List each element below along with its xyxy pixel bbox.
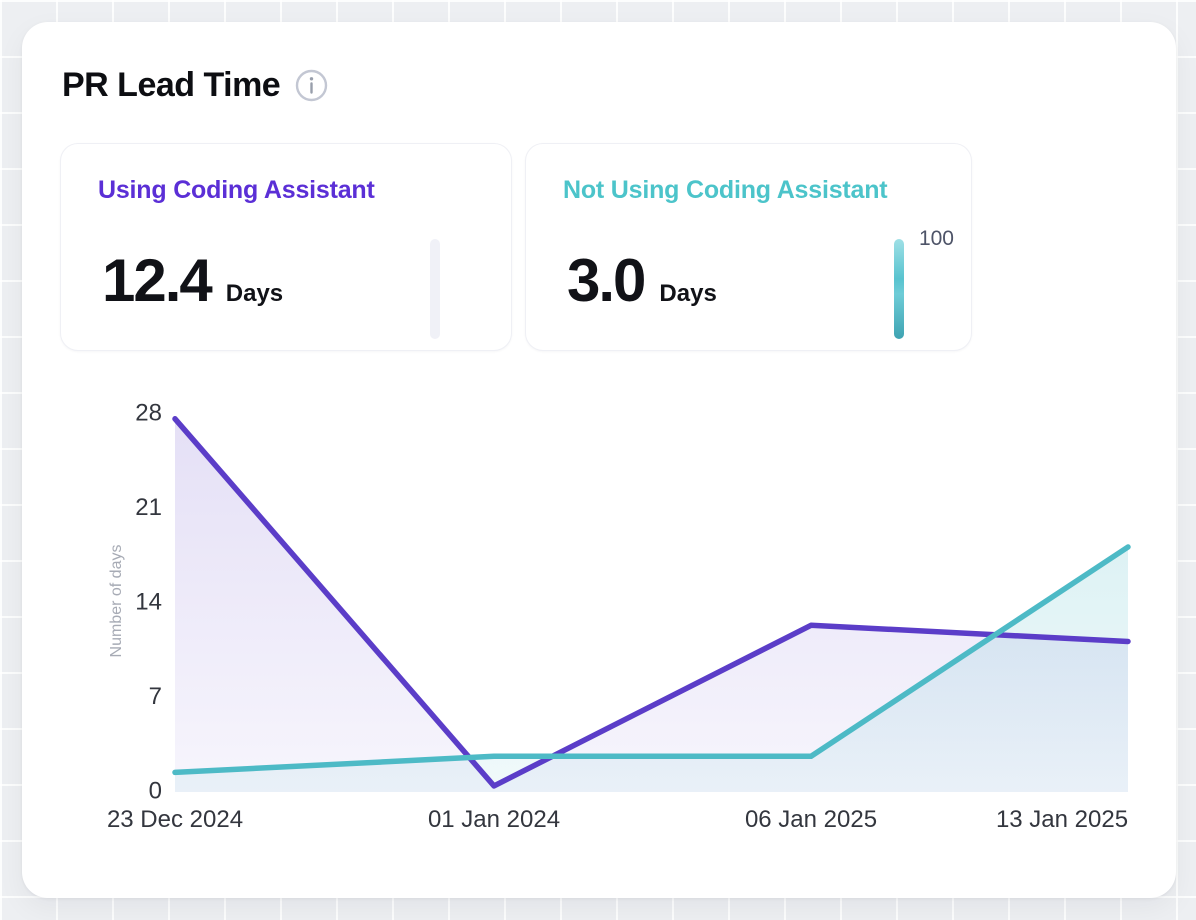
stat-card-not-using-assistant: Not Using Coding Assistant 3.0 Days 100 xyxy=(525,143,972,351)
stat-card-using-assistant: Using Coding Assistant 12.4 Days xyxy=(60,143,512,351)
lead-time-chart: Number of days 0 7 14 21 28 23 Dec 2024 01 Jan… xyxy=(80,390,1180,850)
x-tick-label: 23 Dec 2024 xyxy=(107,806,243,833)
x-tick-label: 06 Jan 2025 xyxy=(745,806,877,833)
y-axis-title: Number of days xyxy=(108,545,125,658)
series-line-1 xyxy=(172,544,1131,776)
chart-series-layers xyxy=(172,416,1131,792)
gauge-bar xyxy=(894,239,904,339)
gauge-value-label: 100 xyxy=(918,227,954,250)
chart-axis-labels: 0 7 14 21 28 23 Dec 2024 01 Jan 2024 06 Jan 202… xyxy=(107,400,1128,834)
series-line-0 xyxy=(172,416,1131,789)
stat-value: 12.4 xyxy=(102,247,213,314)
y-tick-label: 14 xyxy=(135,589,162,616)
stat-label: Using Coding Assistant xyxy=(98,176,375,204)
y-tick-label: 7 xyxy=(149,683,162,710)
card-header: PR Lead Time xyxy=(62,66,328,105)
page-title: PR Lead Time xyxy=(62,66,281,104)
stat-value-row: 12.4 Days xyxy=(102,248,283,314)
stat-value: 3.0 xyxy=(567,247,646,314)
stat-unit: Days xyxy=(659,280,717,307)
info-icon[interactable] xyxy=(295,69,328,102)
series-area-1 xyxy=(175,547,1128,792)
pr-lead-time-card: PR Lead Time Using Coding Assistant 12.4… xyxy=(22,22,1176,898)
gauge-bar xyxy=(430,239,440,339)
stats-row: Using Coding Assistant 12.4 Days Not Usi… xyxy=(60,143,972,351)
chart-canvas: Number of days 0 7 14 21 28 23 Dec 2024 01 Jan… xyxy=(107,400,1131,834)
stat-unit: Days xyxy=(225,280,284,307)
x-tick-label: 13 Jan 2025 xyxy=(996,806,1128,833)
y-tick-label: 28 xyxy=(135,400,162,427)
series-area-0 xyxy=(175,418,1128,792)
y-tick-label: 0 xyxy=(149,778,162,805)
stat-label: Not Using Coding Assistant xyxy=(563,176,888,204)
y-tick-label: 21 xyxy=(135,494,162,521)
x-tick-label: 01 Jan 2024 xyxy=(428,806,560,833)
stat-value-row: 3.0 Days xyxy=(567,248,717,314)
